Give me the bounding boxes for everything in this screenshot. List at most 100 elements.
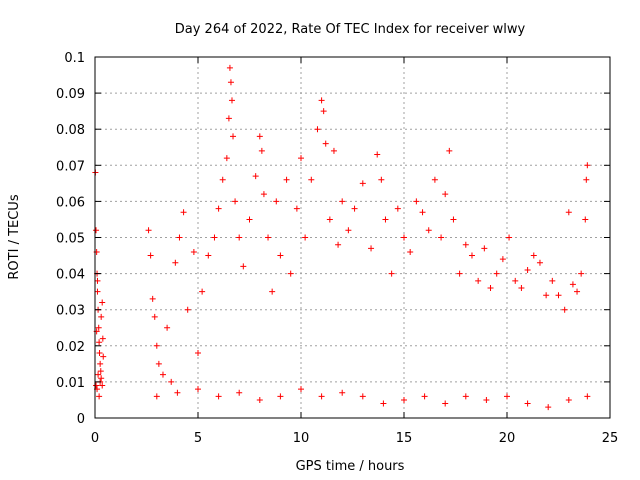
data-point [475,277,482,284]
data-point [199,288,206,295]
data-point [147,252,154,259]
y-tick-label: 0.1 [64,51,85,66]
data-point [93,382,100,389]
data-point [236,234,243,241]
x-tick-label: 15 [396,431,413,446]
data-point [277,252,284,259]
data-point [98,313,105,320]
data-point [504,393,510,400]
data-point [283,176,290,183]
data-point [330,147,337,154]
data-point [359,180,366,187]
data-point [256,396,263,403]
data-point [172,259,179,266]
data-point [318,393,325,400]
data-point [149,295,156,302]
data-point [190,248,197,255]
data-point [265,234,272,241]
data-point [565,209,572,216]
data-point [543,292,550,299]
y-axis-label: ROTI / TECUs [7,194,22,279]
data-point [421,393,428,400]
data-point [180,209,187,216]
y-tick-label: 0.07 [56,159,85,174]
data-point [524,400,531,407]
data-point [252,173,259,180]
plot-frame [94,56,611,419]
data-point [413,198,420,205]
data-point [176,234,183,241]
data-point [256,133,263,140]
y-tick-label: 0.04 [56,268,85,283]
y-tick-label: 0.03 [56,304,85,319]
data-point [339,389,346,396]
data-point [308,176,315,183]
data-point [99,299,106,306]
data-point [95,371,102,378]
data-point [195,350,201,357]
data-point [151,313,158,320]
data-point [584,162,591,169]
data-point [388,270,395,277]
data-point [184,306,191,313]
data-point [246,216,253,223]
axis-ticks: 0 0.01 0.02 0.03 0.04 0.05 0.06 0.07 0.08 0.09 0.1… [56,51,618,446]
data-point [211,234,218,241]
data-point [96,393,103,400]
data-point [351,205,358,212]
data-point [95,324,102,331]
data-point [96,350,103,357]
data-point [582,216,589,223]
data-point [273,198,280,205]
data-point [97,360,104,367]
data-point [195,386,201,393]
data-point [322,140,329,147]
data-point [456,270,463,277]
data-point [530,252,537,259]
data-point [96,339,103,346]
y-tick-label: 0.01 [56,376,85,391]
data-point [293,205,300,212]
data-point [401,234,407,241]
data-point [153,393,160,400]
data-point [368,245,375,252]
y-tick-label: 0 [77,412,85,427]
data-point [339,198,346,205]
data-point [215,393,222,400]
data-point [499,256,506,263]
data-point [493,270,500,277]
data-point [462,393,469,400]
data-point [219,176,226,183]
data-point [536,259,543,266]
data-point [227,79,234,86]
data-point [174,389,181,396]
data-point [287,270,294,277]
y-tick-label: 0.02 [56,340,85,355]
data-point [407,248,414,255]
x-tick-label: 10 [293,431,310,446]
data-point [419,209,426,216]
data-points [92,64,591,411]
data-point [258,147,265,154]
data-point [483,396,490,403]
data-point [260,191,267,198]
data-point [326,216,333,223]
data-point [240,263,247,270]
data-point [164,324,171,331]
data-point [481,245,488,252]
y-tick-label: 0.06 [56,195,85,210]
data-point [382,216,389,223]
data-point [401,396,407,403]
grid-lines [95,57,610,418]
data-point [159,371,166,378]
data-point [93,227,100,234]
data-point [153,342,160,349]
data-point [583,176,590,183]
data-point [298,386,304,393]
data-point [545,404,552,411]
data-point [359,393,366,400]
data-point [468,252,475,259]
data-point [574,288,581,295]
data-point [512,277,519,284]
